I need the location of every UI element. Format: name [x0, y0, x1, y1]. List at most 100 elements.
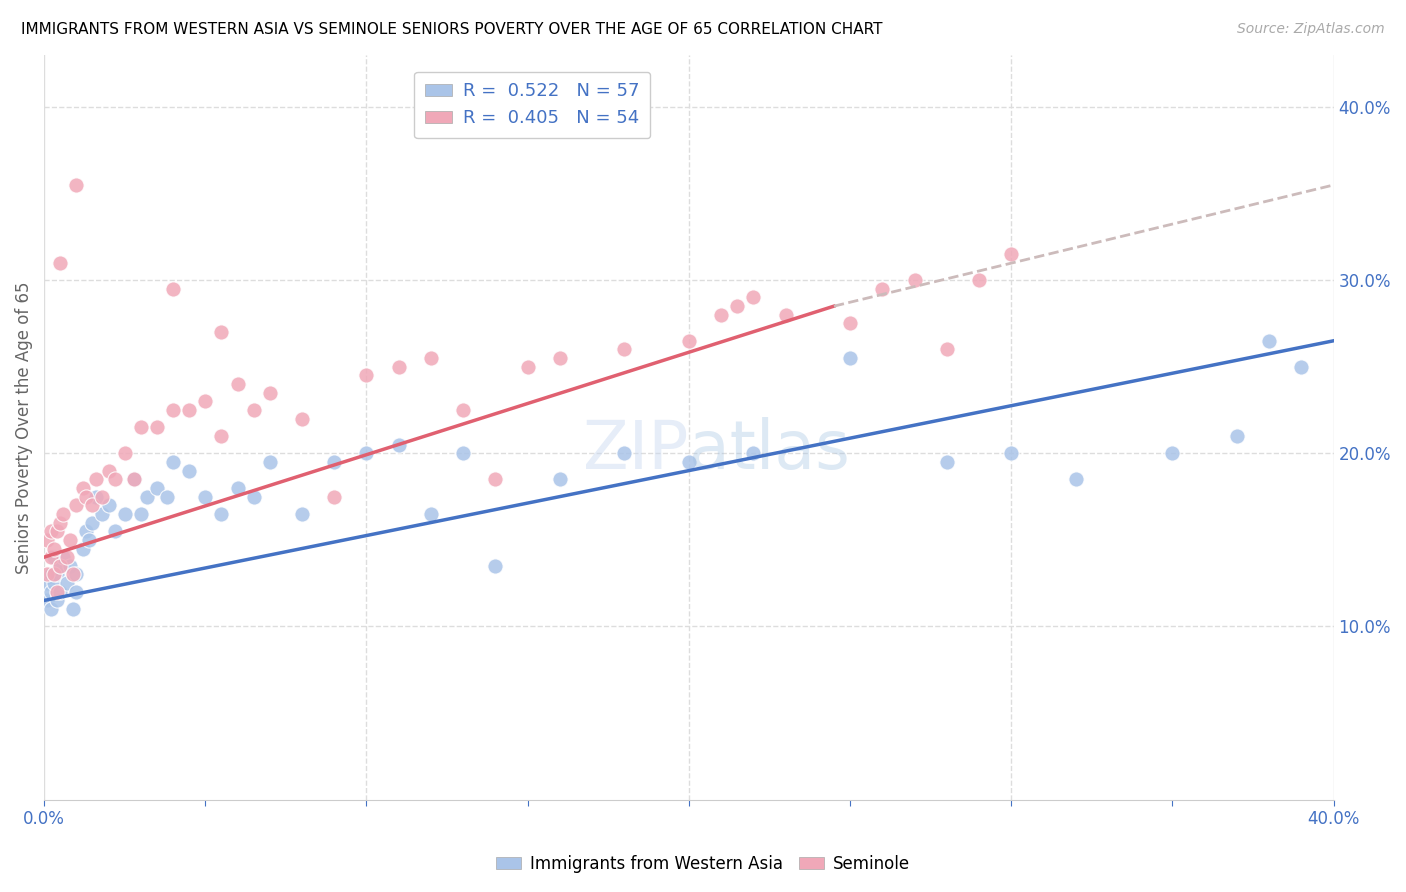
Point [75, 524, 97, 539]
Point [49, 558, 72, 573]
Point [678, 334, 700, 348]
Point [39, 602, 62, 616]
Point [37, 533, 59, 547]
Point [46, 524, 69, 539]
Point [548, 472, 571, 486]
Point [97, 464, 120, 478]
Point [839, 351, 862, 365]
Point [39, 524, 62, 539]
Point [451, 446, 474, 460]
Point [323, 455, 346, 469]
Point [65, 178, 87, 192]
Point [242, 403, 264, 417]
Point [42, 550, 65, 565]
Point [72, 541, 94, 556]
Point [156, 490, 179, 504]
Point [37, 576, 59, 591]
Text: ZIP: ZIP [583, 417, 689, 483]
Point [46, 584, 69, 599]
Point [516, 359, 538, 374]
Point [42, 576, 65, 591]
Point [82, 498, 104, 512]
Point [967, 273, 990, 287]
Point [1258, 334, 1281, 348]
Point [388, 359, 411, 374]
Point [55, 550, 77, 565]
Point [136, 490, 159, 504]
Point [146, 481, 169, 495]
Point [124, 472, 146, 486]
Point [114, 507, 136, 521]
Point [420, 507, 443, 521]
Point [46, 567, 69, 582]
Text: atlas: atlas [689, 417, 849, 483]
Point [91, 490, 114, 504]
Point [59, 533, 82, 547]
Point [1161, 446, 1184, 460]
Point [548, 351, 571, 365]
Point [1291, 359, 1313, 374]
Point [1064, 472, 1087, 486]
Point [935, 455, 957, 469]
Point [82, 516, 104, 530]
Point [935, 343, 957, 357]
Legend: Immigrants from Western Asia, Seminole: Immigrants from Western Asia, Seminole [489, 848, 917, 880]
Point [77, 533, 100, 547]
Point [129, 420, 152, 434]
Point [104, 524, 127, 539]
Point [59, 558, 82, 573]
Point [52, 507, 75, 521]
Point [742, 446, 765, 460]
Point [39, 584, 62, 599]
Point [84, 490, 107, 504]
Point [52, 550, 75, 565]
Point [775, 308, 797, 322]
Point [356, 368, 378, 383]
Point [37, 593, 59, 607]
Point [49, 558, 72, 573]
Point [179, 403, 201, 417]
Point [104, 472, 127, 486]
Point [42, 541, 65, 556]
Point [114, 446, 136, 460]
Point [259, 385, 281, 400]
Point [613, 446, 636, 460]
Point [49, 256, 72, 270]
Point [75, 490, 97, 504]
Point [129, 507, 152, 521]
Point [162, 282, 184, 296]
Text: Source: ZipAtlas.com: Source: ZipAtlas.com [1237, 22, 1385, 37]
Point [55, 576, 77, 591]
Point [291, 411, 314, 425]
Point [903, 273, 925, 287]
Point [484, 558, 506, 573]
Point [209, 325, 232, 339]
Point [46, 593, 69, 607]
Point [91, 507, 114, 521]
Point [388, 437, 411, 451]
Point [839, 317, 862, 331]
Point [242, 490, 264, 504]
Point [39, 550, 62, 565]
Point [39, 567, 62, 582]
Legend: R =  0.522   N = 57, R =  0.405   N = 54: R = 0.522 N = 57, R = 0.405 N = 54 [415, 71, 651, 138]
Point [65, 498, 87, 512]
Point [226, 481, 249, 495]
Point [725, 299, 748, 313]
Y-axis label: Seniors Poverty Over the Age of 65: Seniors Poverty Over the Age of 65 [15, 281, 32, 574]
Point [613, 343, 636, 357]
Point [484, 472, 506, 486]
Point [451, 403, 474, 417]
Point [194, 490, 217, 504]
Point [420, 351, 443, 365]
Point [1000, 446, 1022, 460]
Point [1226, 429, 1249, 443]
Point [162, 403, 184, 417]
Point [678, 455, 700, 469]
Point [49, 516, 72, 530]
Point [1000, 247, 1022, 261]
Point [742, 291, 765, 305]
Point [65, 584, 87, 599]
Point [146, 420, 169, 434]
Point [65, 567, 87, 582]
